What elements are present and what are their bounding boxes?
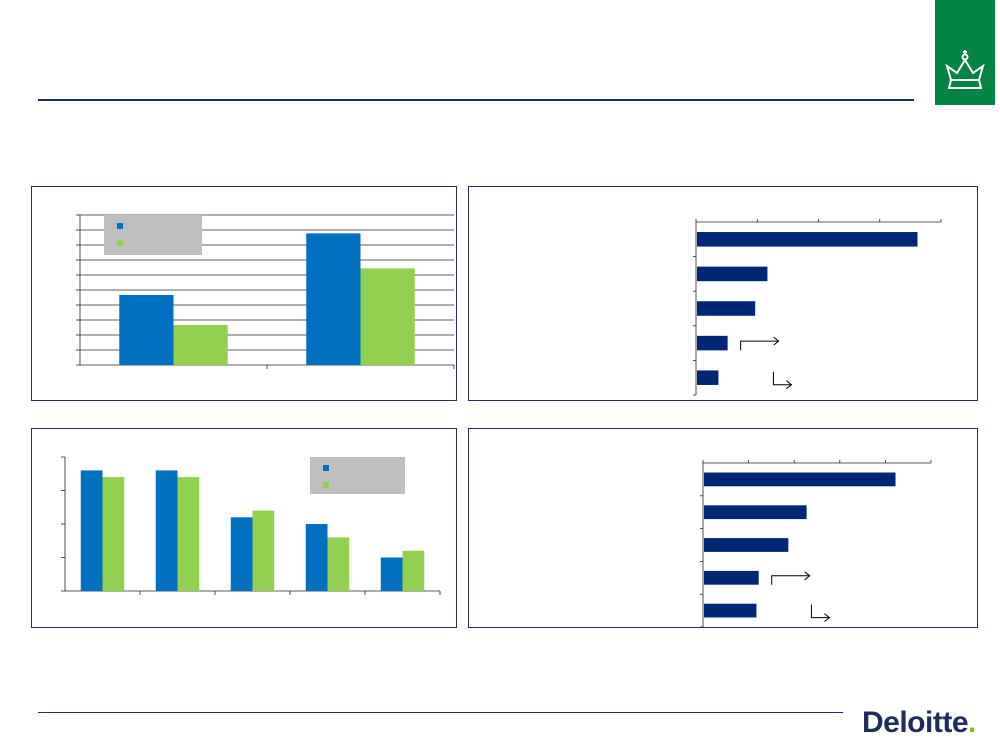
- arrow-connector: [740, 340, 779, 351]
- legend-box: [310, 457, 405, 494]
- chart-panel-1: [31, 186, 457, 401]
- bar: [80, 470, 103, 591]
- logo-text: Deloitte: [862, 706, 969, 739]
- legend-swatch: [117, 240, 123, 246]
- bar: [119, 295, 174, 365]
- bar: [102, 477, 125, 591]
- bar: [704, 538, 789, 552]
- legend-swatch: [323, 465, 329, 471]
- bar: [155, 470, 178, 591]
- arrow-connector: [810, 604, 830, 619]
- bar: [697, 335, 728, 351]
- bar: [173, 325, 228, 365]
- arrow-head: [786, 380, 793, 390]
- bar: [252, 510, 275, 591]
- bar: [697, 370, 719, 385]
- bar: [704, 570, 759, 585]
- legend-swatch: [323, 482, 329, 488]
- bar: [704, 472, 896, 487]
- bar: [230, 517, 253, 591]
- bar: [380, 557, 403, 591]
- chart-panel-2: [468, 186, 978, 401]
- arrow-head: [804, 571, 811, 581]
- bar: [704, 603, 757, 618]
- bar: [327, 537, 350, 591]
- footer-rule: [38, 712, 843, 713]
- bar: [177, 477, 200, 591]
- logo-dot: .: [968, 706, 976, 739]
- bar: [697, 301, 756, 316]
- bar: [306, 233, 361, 365]
- bar: [360, 268, 415, 365]
- bar: [697, 266, 768, 282]
- bar: [697, 232, 918, 247]
- chart-4: [700, 460, 932, 627]
- bar: [704, 505, 807, 520]
- chart-1: [76, 214, 455, 369]
- chart-panel-4: [468, 428, 978, 628]
- bar: [402, 550, 425, 591]
- chart-2: [693, 219, 942, 396]
- arrow-connector: [772, 371, 792, 386]
- chart-panel-3: [31, 428, 457, 628]
- crown-icon: [935, 0, 995, 105]
- title-rule: [38, 99, 914, 101]
- arrow-connector: [771, 575, 810, 585]
- arrow-head: [773, 336, 780, 346]
- bar: [305, 524, 328, 591]
- arrow-head: [824, 613, 831, 622]
- legend-box: [104, 215, 202, 255]
- legend-swatch: [117, 223, 123, 229]
- deloitte-logo: Deloitte.: [862, 706, 976, 740]
- chart-3: [61, 456, 441, 595]
